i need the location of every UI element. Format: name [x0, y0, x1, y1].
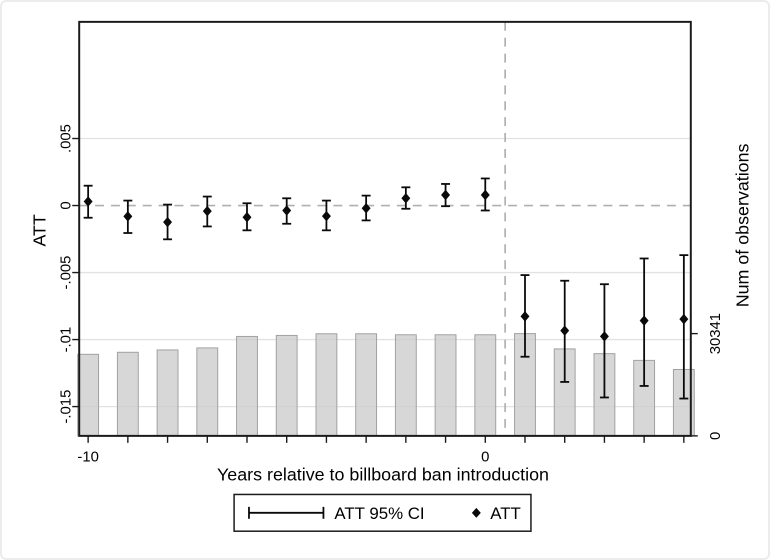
att-marker [282, 205, 292, 216]
error-bar [679, 254, 689, 400]
legend: ATT 95% CI ATT [233, 493, 532, 532]
observation-bar [474, 334, 497, 437]
x-tick-label: 0 [481, 450, 489, 466]
att-marker [321, 210, 331, 222]
y-left-tick-label: -.015 [59, 390, 75, 424]
x-tick-label: -10 [77, 450, 99, 466]
chart-plot-area: .005 0 -.005 -.01 -.015 30341 0 0 -10 [59, 20, 724, 466]
observation-bar [394, 334, 417, 437]
observation-bar [77, 353, 100, 437]
att-marker [202, 205, 212, 217]
ci-errorbar-icon [248, 506, 325, 519]
att-marker [123, 211, 133, 222]
observation-bar [236, 335, 258, 437]
y-axis-title-right: Num of observations [733, 143, 753, 307]
y-left-tick-label: 0 [59, 201, 75, 209]
observation-bar [156, 349, 179, 437]
att-marker [361, 202, 371, 214]
reference-lines [79, 21, 691, 436]
att-marker [401, 193, 411, 204]
observation-bar [355, 333, 378, 437]
att-marker [520, 311, 530, 322]
observation-bar [275, 334, 298, 437]
att-diamond-icon [471, 507, 481, 518]
observation-bar [434, 334, 457, 437]
observation-bars [77, 333, 695, 437]
gridlines [79, 137, 691, 408]
att-marker [163, 216, 173, 228]
att-markers [83, 189, 689, 342]
legend-att-label: ATT [490, 504, 521, 523]
observation-bar [196, 347, 219, 437]
observation-bar [116, 351, 139, 437]
att-marker [679, 313, 689, 325]
att-marker [560, 325, 570, 336]
legend-ci-label: ATT 95% CI [334, 504, 424, 523]
att-marker [242, 211, 252, 223]
att-marker [639, 315, 649, 326]
axis-ticks [72, 137, 698, 443]
y-right-tick-label: 0 [708, 432, 724, 440]
att-marker [599, 331, 609, 342]
att-marker [480, 189, 490, 201]
observation-bar [315, 333, 338, 437]
att-marker [441, 189, 451, 201]
y-left-tick-label: -.005 [59, 256, 75, 290]
y-left-tick-label: .005 [59, 124, 75, 153]
y-right-tick-label: 30341 [708, 313, 724, 354]
y-left-tick-label: -.01 [59, 327, 75, 353]
tick-labels: .005 0 -.005 -.01 -.015 30341 0 0 -10 [59, 124, 724, 466]
plot-frame [78, 20, 692, 437]
x-axis-title: Years relative to billboard ban introduc… [217, 465, 549, 485]
y-axis-title-left: ATT [30, 214, 50, 246]
